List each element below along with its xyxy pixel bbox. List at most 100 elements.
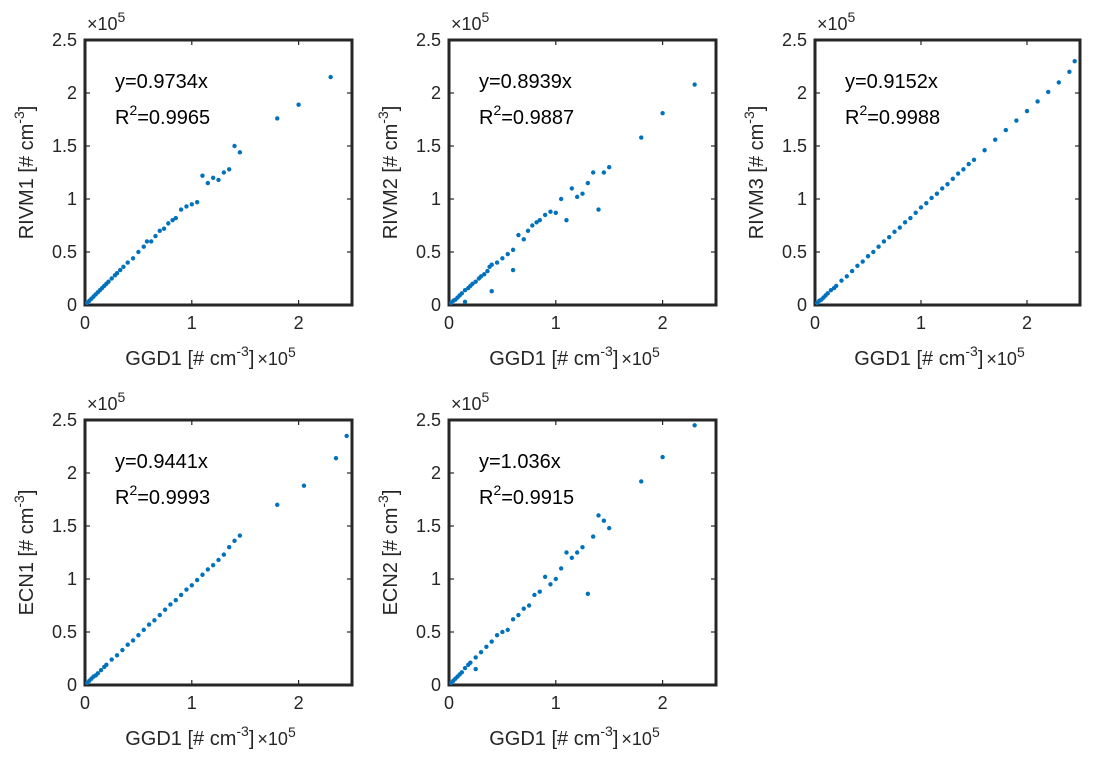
y-tick-label: 0.5: [52, 242, 77, 262]
y-tick-label: 1.5: [416, 516, 441, 536]
x-tick-label: 2: [294, 313, 304, 333]
data-point: [940, 186, 945, 191]
x-axis-label: GGD1 [# cm-3] ×105: [489, 343, 660, 370]
x-tick-label: 1: [551, 313, 561, 333]
data-point: [1024, 108, 1030, 114]
data-point: [660, 454, 665, 460]
x-tick-label: 2: [658, 693, 668, 713]
data-point: [537, 218, 542, 223]
data-point: [205, 567, 211, 572]
data-point: [118, 267, 123, 273]
data-point: [484, 644, 489, 650]
data-point: [542, 212, 548, 218]
data-point: [184, 204, 189, 209]
data-point: [929, 195, 934, 201]
r-squared-label: R2=0.9993: [115, 482, 210, 509]
data-point: [470, 281, 475, 286]
data-point: [136, 632, 141, 638]
data-point: [178, 207, 184, 212]
data-point: [275, 116, 280, 121]
data-point: [839, 278, 844, 283]
data-point: [897, 225, 902, 230]
y-tick-label: 1: [797, 189, 807, 209]
data-point: [542, 574, 548, 580]
plot-frame: [83, 418, 354, 687]
plot-frame: [447, 38, 718, 307]
x-axis-label: GGD1 [# cm-3] ×105: [854, 343, 1025, 370]
y-exponent-label: ×105: [87, 9, 126, 34]
data-point: [945, 181, 950, 187]
data-point: [344, 433, 349, 439]
data-point: [500, 256, 505, 261]
data-point: [601, 170, 607, 175]
x-axis-label: GGD1 [# cm-3] ×105: [125, 723, 296, 750]
data-point: [692, 423, 697, 428]
data-point: [275, 502, 280, 507]
data-point: [913, 210, 918, 215]
data-point: [485, 268, 490, 274]
data-point: [881, 239, 887, 244]
y-tick-label: 2.5: [52, 30, 77, 50]
data-point: [834, 283, 839, 289]
data-point: [934, 191, 940, 196]
data-point: [525, 228, 531, 233]
data-point: [1003, 127, 1008, 133]
y-tick-label: 0: [67, 295, 77, 315]
y-axis-label: RIVM3 [# cm-3]: [741, 106, 768, 240]
data-point: [585, 180, 591, 186]
y-tick-label: 0: [797, 295, 807, 315]
y-tick-label: 2.5: [416, 30, 441, 50]
data-point: [532, 592, 537, 598]
data-point: [489, 639, 494, 644]
data-point: [1046, 89, 1051, 95]
data-point: [473, 655, 478, 660]
scatter-panel-2: 0 1 2 0 0.5 1 1.5 2 2.5 ×105 GGD1 [# cm-3] ×105 RIVM…: [375, 9, 718, 370]
data-point: [114, 271, 120, 276]
data-point: [828, 287, 834, 293]
data-point: [510, 617, 516, 622]
y-axis-label: RIVM2 [# cm-3]: [375, 106, 402, 240]
data-point: [505, 627, 510, 633]
data-point: [296, 102, 301, 107]
data-point: [226, 167, 232, 172]
y-tick-label: 1: [431, 569, 441, 589]
y-axis-label: ECN2 [# cm-3]: [375, 490, 402, 616]
plot-frame: [83, 38, 354, 307]
y-tick-label: 2: [431, 463, 441, 483]
data-point: [109, 276, 114, 281]
data-point: [982, 148, 987, 153]
data-point: [210, 175, 216, 180]
data-point: [489, 289, 494, 294]
data-point: [553, 576, 558, 582]
data-point: [534, 220, 539, 225]
data-point: [106, 279, 111, 284]
data-point: [489, 262, 494, 267]
data-point: [157, 612, 162, 618]
data-point: [585, 591, 591, 597]
plot-frame: [813, 38, 1082, 307]
y-tick-label: 2.5: [782, 30, 807, 50]
data-point: [166, 221, 171, 226]
data-point: [844, 274, 849, 279]
data-point: [961, 167, 966, 172]
data-point: [189, 202, 194, 207]
scatter-panel-5: 0 1 2 0 0.5 1 1.5 2 2.5 ×105 GGD1 [# cm-3] ×105 ECN2…: [375, 389, 718, 750]
data-point: [569, 555, 575, 560]
y-tick-label: 0: [431, 675, 441, 695]
data-point: [194, 577, 200, 583]
data-point: [184, 587, 189, 592]
data-point: [548, 582, 553, 587]
data-point: [173, 598, 178, 603]
data-point: [993, 137, 998, 142]
data-point: [462, 665, 468, 671]
data-point: [887, 234, 892, 240]
data-point: [468, 660, 473, 665]
y-exponent-label: ×105: [451, 389, 490, 414]
data-point: [462, 299, 468, 305]
data-point: [125, 260, 130, 265]
data-point: [1072, 59, 1077, 64]
y-tick-label: 2: [67, 463, 77, 483]
regression-equation: y=1.036x: [479, 451, 561, 473]
data-point: [639, 135, 644, 140]
r-squared-label: R2=0.9887: [479, 102, 574, 129]
